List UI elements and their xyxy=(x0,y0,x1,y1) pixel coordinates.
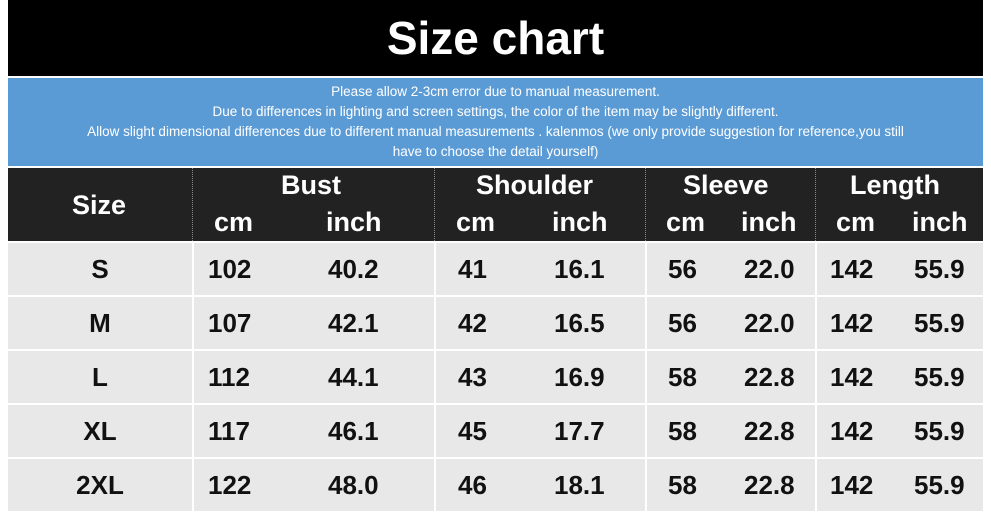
measurement-cell: 142 xyxy=(830,253,874,284)
notice-line: have to choose the detail yourself) xyxy=(392,144,599,159)
header-unit: cm xyxy=(214,207,254,237)
column-divider xyxy=(434,243,436,295)
measurement-cell: 58 xyxy=(668,469,697,500)
table-row: L 112 44.1 43 16.9 58 22.8 142 55.9 xyxy=(8,349,983,403)
header-unit: inch xyxy=(912,207,968,237)
table-row: 2XL 122 48.0 46 18.1 58 22.8 142 55.9 xyxy=(8,457,983,511)
column-divider xyxy=(192,243,194,295)
title-text: Size chart xyxy=(386,12,605,64)
header-length: Length xyxy=(850,170,940,200)
measurement-cell: 41 xyxy=(458,253,487,284)
column-divider xyxy=(815,243,817,295)
measurement-cell: 16.1 xyxy=(554,253,605,284)
measurement-cell: 16.5 xyxy=(554,307,605,338)
measurement-cell: 142 xyxy=(830,361,874,392)
column-divider xyxy=(645,297,647,349)
size-cell: L xyxy=(92,361,108,392)
header-unit: inch xyxy=(552,207,608,237)
measurement-cell: 44.1 xyxy=(328,361,379,392)
measurement-cell: 45 xyxy=(458,415,487,446)
header-size: Size xyxy=(72,190,127,220)
measurement-cell: 46.1 xyxy=(328,415,379,446)
column-divider xyxy=(434,351,436,403)
table-row: S 102 40.2 41 16.1 56 22.0 142 55.9 xyxy=(8,241,983,295)
size-chart-title: Size chart xyxy=(8,0,983,76)
column-divider xyxy=(192,405,194,457)
measurement-cell: 142 xyxy=(830,307,874,338)
measurement-cell: 43 xyxy=(458,361,487,392)
column-divider xyxy=(645,405,647,457)
measurement-notice: Please allow 2-3cm error due to manual m… xyxy=(8,78,983,166)
header-unit: inch xyxy=(326,207,382,237)
column-divider xyxy=(192,297,194,349)
column-divider xyxy=(815,351,817,403)
table-header: Size Bust Shoulder Sleeve Length cm inch… xyxy=(8,168,983,241)
column-divider xyxy=(645,459,647,511)
measurement-cell: 40.2 xyxy=(328,253,379,284)
table-row: M 107 42.1 42 16.5 56 22.0 142 55.9 xyxy=(8,295,983,349)
measurement-cell: 55.9 xyxy=(914,361,965,392)
header-sleeve: Sleeve xyxy=(683,170,769,200)
measurement-cell: 55.9 xyxy=(914,415,965,446)
measurement-cell: 17.7 xyxy=(554,415,605,446)
measurement-cell: 112 xyxy=(208,361,250,392)
measurement-cell: 58 xyxy=(668,361,697,392)
measurement-cell: 42 xyxy=(458,307,487,338)
header-unit: cm xyxy=(456,207,496,237)
measurement-cell: 122 xyxy=(208,469,252,500)
measurement-cell: 56 xyxy=(668,253,697,284)
notice-line: Please allow 2-3cm error due to manual m… xyxy=(331,84,660,99)
measurement-cell: 46 xyxy=(458,469,487,500)
measurement-cell: 56 xyxy=(668,307,697,338)
header-unit: cm xyxy=(836,207,876,237)
header-unit: inch xyxy=(741,207,797,237)
measurement-cell: 55.9 xyxy=(914,469,965,500)
header-unit: cm xyxy=(666,207,706,237)
measurement-cell: 22.0 xyxy=(744,307,795,338)
notice-line: Due to differences in lighting and scree… xyxy=(212,104,779,119)
measurement-cell: 117 xyxy=(208,415,250,446)
measurement-cell: 55.9 xyxy=(914,253,965,284)
measurement-cell: 107 xyxy=(208,307,252,338)
column-divider xyxy=(434,459,436,511)
column-divider xyxy=(192,459,194,511)
column-divider xyxy=(815,459,817,511)
measurement-cell: 42.1 xyxy=(328,307,379,338)
column-divider xyxy=(645,243,647,295)
measurement-cell: 22.8 xyxy=(744,415,795,446)
column-divider xyxy=(192,351,194,403)
size-cell: M xyxy=(89,307,111,338)
measurement-cell: 16.9 xyxy=(554,361,605,392)
column-divider xyxy=(815,405,817,457)
table-row: XL 117 46.1 45 17.7 58 22.8 142 55.9 xyxy=(8,403,983,457)
notice-line: Allow slight dimensional differences due… xyxy=(87,124,904,139)
measurement-cell: 102 xyxy=(208,253,252,284)
measurement-cell: 142 xyxy=(830,415,874,446)
column-divider xyxy=(815,297,817,349)
measurement-cell: 22.8 xyxy=(744,361,795,392)
measurement-cell: 22.0 xyxy=(744,253,795,284)
measurement-cell: 18.1 xyxy=(554,469,605,500)
measurement-cell: 142 xyxy=(830,469,874,500)
header-bust: Bust xyxy=(281,170,341,200)
column-divider xyxy=(434,405,436,457)
header-shoulder: Shoulder xyxy=(476,170,594,200)
size-cell: 2XL xyxy=(76,469,124,500)
measurement-cell: 58 xyxy=(668,415,697,446)
measurement-cell: 48.0 xyxy=(328,469,379,500)
column-divider xyxy=(434,297,436,349)
measurement-cell: 55.9 xyxy=(914,307,965,338)
measurement-cell: 22.8 xyxy=(744,469,795,500)
size-cell: S xyxy=(91,253,109,284)
column-divider xyxy=(645,351,647,403)
size-cell: XL xyxy=(83,415,117,446)
